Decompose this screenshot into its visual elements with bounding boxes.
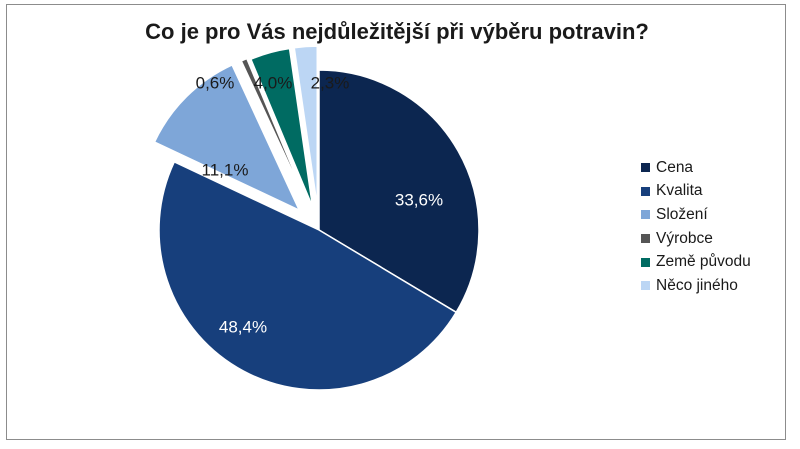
slice-label-5: 2,3% [311,73,350,92]
legend-swatch [641,234,650,244]
legend-label: Složení [656,205,708,223]
legend-label: Cena [656,158,694,176]
slice-label-2: 11,1% [202,160,249,179]
legend-swatch [641,257,650,267]
legend-item-3: Výrobce [641,227,751,251]
legend-swatch [641,210,650,220]
legend-swatch [641,163,650,173]
slice-label-0: 33,6% [395,190,443,209]
pie-slice-1 [158,160,458,391]
chart-frame: Co je pro Vás nejdůležitější při výběru … [6,4,786,440]
legend-item-1: Kvalita [641,180,751,204]
pie-slice-4 [249,47,314,208]
legend-label: Něco jiného [656,276,738,294]
legend-item-0: Cena [641,156,751,180]
pie-slice-0 [318,69,480,314]
legend-item-2: Složení [641,203,751,227]
legend-item-5: Něco jiného [641,274,751,298]
legend-label: Kvalita [656,182,703,200]
legend-swatch [641,186,650,196]
slice-label-3: 0,6% [196,73,235,92]
pie-slice-2 [153,63,301,212]
legend-swatch [641,281,650,291]
legend-label: Výrobce [656,229,713,247]
pie-slice-5 [293,45,319,207]
slice-label-1: 48,4% [219,317,267,336]
chart-title: Co je pro Vás nejdůležitější při výběru … [145,19,649,44]
legend: Cena Kvalita Složení Výrobce Země původu Něco… [641,156,751,298]
pie-slice-3 [240,57,310,207]
slice-label-4: 4,0% [254,73,293,92]
pie-chart: 33,6% 48,4% 11,1% 0,6% 4,0% 2,3% [153,45,480,391]
legend-item-4: Země původu [641,250,751,274]
legend-label: Země původu [656,253,751,271]
